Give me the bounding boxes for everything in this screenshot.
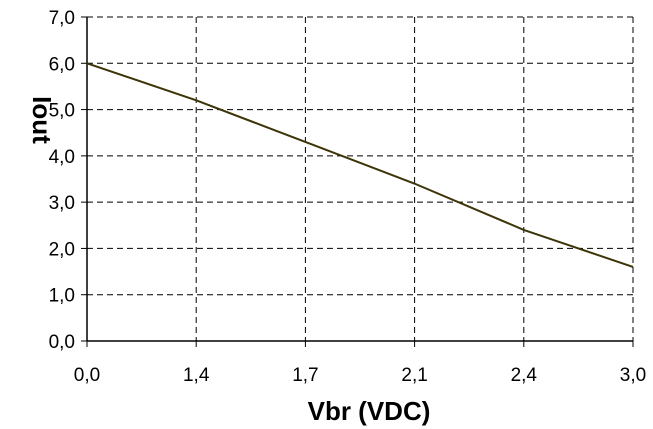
y-tick-label: 0,0 [49, 332, 75, 353]
y-tick-label: 7,0 [49, 8, 75, 29]
x-tick-label: 1,7 [292, 365, 318, 386]
grid [87, 16, 634, 341]
y-tick-label: 3,0 [49, 193, 75, 214]
y-axis-title: Iout [27, 96, 57, 144]
y-tick-label: 4,0 [49, 147, 75, 168]
x-tick-label: 0,0 [74, 365, 100, 386]
x-tick-labels: 0,0 1,4 1,7 2,1 2,4 3,0 [74, 365, 646, 386]
y-tick-label: 1,0 [49, 286, 75, 307]
axes [81, 16, 634, 347]
y-tick-label: 5,0 [49, 101, 75, 122]
y-tick-label: 2,0 [49, 239, 75, 260]
x-tick-label: 2,1 [401, 365, 427, 386]
series-line [86, 62, 634, 268]
series [86, 62, 634, 268]
x-axis-title: Vbr (VDC) [308, 396, 431, 426]
x-tick-label: 1,4 [183, 365, 210, 386]
y-tick-label: 6,0 [49, 54, 75, 75]
x-tick-label: 2,4 [511, 365, 538, 386]
x-tick-label: 3,0 [620, 365, 646, 386]
y-tick-labels: 0,0 1,0 2,0 3,0 4,0 5,0 6,0 7,0 [49, 8, 75, 353]
